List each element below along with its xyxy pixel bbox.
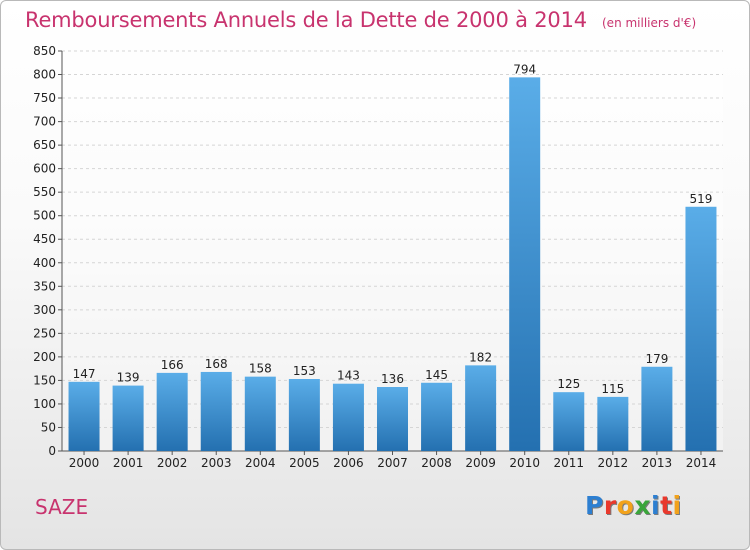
bar bbox=[112, 385, 144, 451]
chart-unit: (en milliers d'€) bbox=[602, 16, 697, 30]
x-tick-label: 2010 bbox=[509, 456, 540, 470]
bar bbox=[685, 206, 717, 451]
logo-letter: o bbox=[616, 491, 635, 520]
y-tick-label: 100 bbox=[33, 397, 56, 411]
bar bbox=[244, 376, 276, 451]
bar bbox=[377, 387, 408, 451]
proxiti-logo: Proxiti bbox=[585, 491, 682, 520]
bar bbox=[332, 383, 364, 451]
y-tick-label: 50 bbox=[41, 420, 56, 434]
x-tick-label: 2014 bbox=[686, 456, 717, 470]
bar bbox=[465, 365, 497, 451]
bar bbox=[641, 366, 673, 451]
commune-name: SAZE bbox=[35, 495, 89, 519]
logo-letter: i bbox=[651, 491, 661, 520]
data-label: 147 bbox=[73, 367, 96, 381]
x-tick-label: 2004 bbox=[245, 456, 276, 470]
bar bbox=[553, 392, 585, 451]
y-tick-label: 450 bbox=[33, 232, 56, 246]
x-tick-label: 2012 bbox=[598, 456, 629, 470]
chart-title: Remboursements Annuels de la Dette de 20… bbox=[25, 8, 587, 32]
logo-letter: x bbox=[634, 491, 651, 520]
y-tick-label: 250 bbox=[33, 326, 56, 340]
x-tick-label: 2006 bbox=[333, 456, 364, 470]
x-tick-label: 2013 bbox=[642, 456, 673, 470]
logo-letter: P bbox=[585, 491, 604, 520]
x-tick-label: 2008 bbox=[421, 456, 452, 470]
logo-letter: t bbox=[660, 491, 673, 520]
y-tick-label: 650 bbox=[33, 138, 56, 152]
data-label: 168 bbox=[205, 357, 228, 371]
data-label: 153 bbox=[293, 364, 316, 378]
y-tick-label: 400 bbox=[33, 256, 56, 270]
bar bbox=[200, 371, 232, 451]
y-tick-label: 850 bbox=[33, 44, 56, 58]
x-tick-label: 2005 bbox=[289, 456, 320, 470]
data-label: 139 bbox=[117, 371, 140, 385]
bar bbox=[288, 379, 320, 451]
logo-letter: i bbox=[672, 491, 682, 520]
data-label: 115 bbox=[601, 382, 624, 396]
data-label: 145 bbox=[425, 368, 448, 382]
x-tick-label: 2011 bbox=[553, 456, 584, 470]
bar bbox=[509, 77, 541, 452]
y-tick-label: 700 bbox=[33, 115, 56, 129]
x-tick-label: 2002 bbox=[157, 456, 188, 470]
y-tick-label: 500 bbox=[33, 209, 56, 223]
data-label: 136 bbox=[381, 372, 404, 386]
data-label: 125 bbox=[557, 377, 580, 391]
y-tick-label: 550 bbox=[33, 185, 56, 199]
bar bbox=[597, 396, 629, 451]
logo-letter: r bbox=[603, 491, 617, 520]
data-label: 166 bbox=[161, 358, 184, 372]
data-label: 794 bbox=[513, 62, 536, 76]
x-tick-label: 2001 bbox=[113, 456, 144, 470]
y-tick-label: 350 bbox=[33, 279, 56, 293]
data-label: 179 bbox=[645, 352, 668, 366]
data-label: 519 bbox=[690, 192, 713, 206]
y-tick-label: 800 bbox=[33, 68, 56, 82]
x-tick-label: 2009 bbox=[465, 456, 496, 470]
data-label: 158 bbox=[249, 362, 272, 376]
title-row: Remboursements Annuels de la Dette de 20… bbox=[25, 8, 696, 32]
x-tick-label: 2003 bbox=[201, 456, 232, 470]
y-tick-label: 200 bbox=[33, 350, 56, 364]
y-tick-label: 0 bbox=[48, 444, 56, 458]
bar bbox=[156, 372, 188, 451]
y-tick-label: 300 bbox=[33, 303, 56, 317]
y-tick-label: 150 bbox=[33, 373, 56, 387]
data-label: 182 bbox=[469, 350, 492, 364]
x-tick-label: 2000 bbox=[69, 456, 100, 470]
y-tick-label: 750 bbox=[33, 91, 56, 105]
bar bbox=[68, 381, 100, 451]
data-label: 143 bbox=[337, 369, 360, 383]
bar bbox=[421, 382, 453, 451]
x-tick-label: 2007 bbox=[377, 456, 408, 470]
y-tick-label: 600 bbox=[33, 162, 56, 176]
